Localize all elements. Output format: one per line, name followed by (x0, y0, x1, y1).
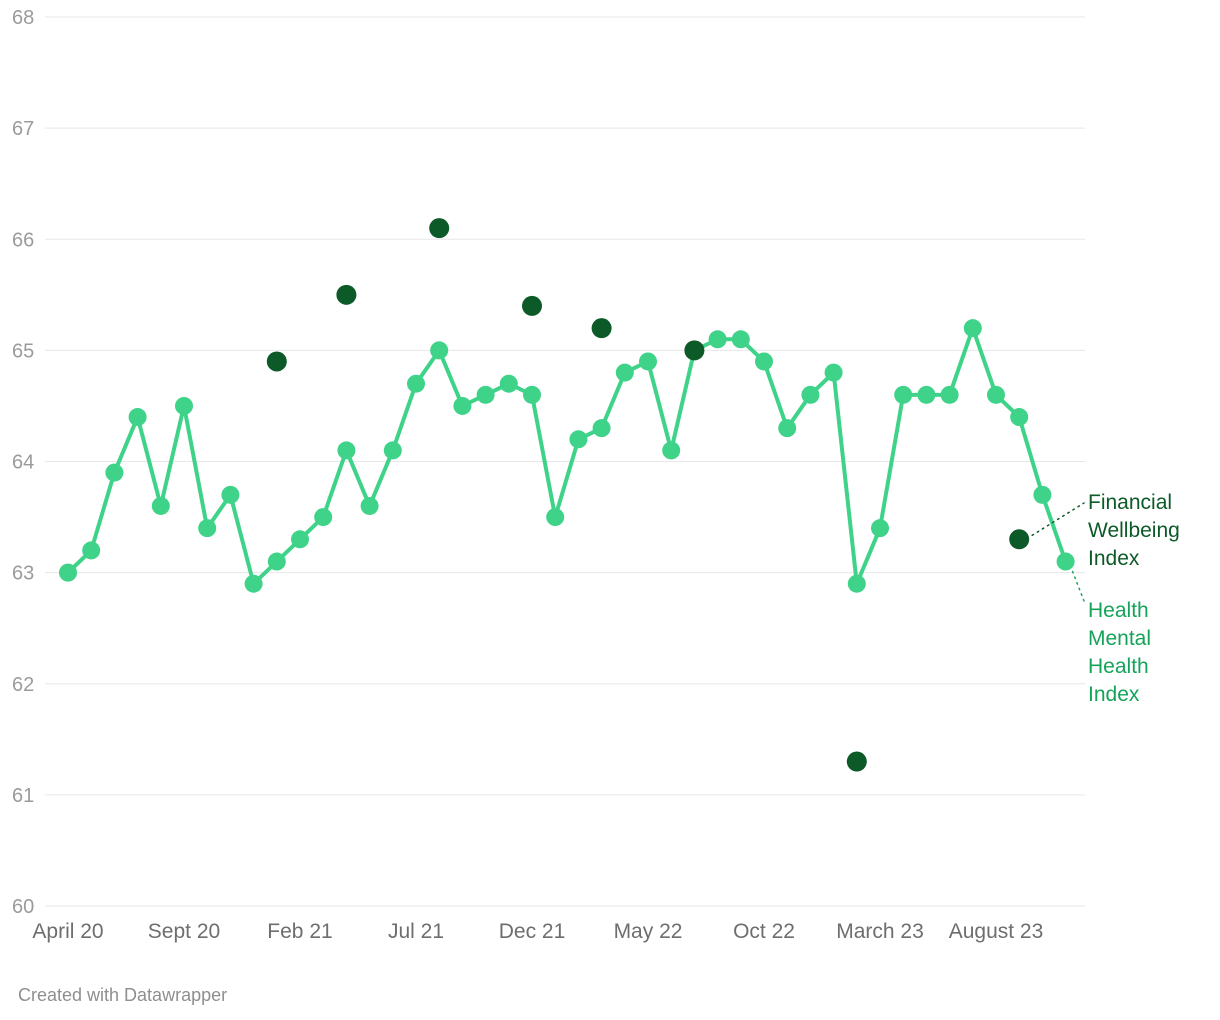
health-index-point[interactable] (1033, 485, 1052, 504)
financial-index-point[interactable] (522, 295, 542, 316)
health-index-point[interactable] (407, 374, 425, 393)
y-axis-tick-label: 64 (12, 452, 34, 474)
annotations: Financial Wellbeing Index Health Mental Healt… (1031, 491, 1180, 706)
health-index-point[interactable] (244, 574, 263, 593)
y-axis-tick-label: 61 (12, 785, 34, 807)
gridlines (45, 16, 1085, 907)
y-axis-tick-label: 65 (12, 340, 34, 362)
y-axis-tick-label: 66 (12, 229, 34, 251)
health-index-point[interactable] (1056, 552, 1075, 571)
x-axis-tick-label: Dec 21 (499, 920, 566, 943)
health-mental-health-index-label: Mental (1088, 627, 1151, 650)
financial-wellbeing-index-label: Financial (1088, 491, 1172, 514)
financial-index-point[interactable] (266, 351, 287, 372)
x-axis: April 20 Sept 20 Feb 21 Jul 21 Dec 21 May 22 O… (32, 920, 1043, 943)
x-axis-tick-label: Oct 22 (733, 920, 795, 943)
x-axis-tick-label: Feb 21 (267, 920, 332, 943)
health-index-point[interactable] (615, 363, 634, 382)
health-index-point[interactable] (523, 385, 541, 404)
financial-index-point[interactable] (846, 751, 867, 772)
health-index-point[interactable] (267, 552, 286, 571)
financial-index-point[interactable] (684, 340, 705, 361)
health-index-point[interactable] (82, 541, 101, 560)
health-index-point[interactable] (987, 385, 1005, 404)
health-index-point[interactable] (105, 463, 124, 482)
x-axis-tick-label: April 20 (32, 920, 103, 943)
health-index-point[interactable] (847, 574, 866, 593)
y-axis-tick-label: 67 (12, 118, 34, 140)
y-axis-tick-label: 63 (12, 563, 34, 585)
financial-index-point[interactable] (591, 318, 612, 339)
health-index-point[interactable] (221, 485, 240, 504)
health-mental-health-index-label-connector (1071, 570, 1085, 602)
attribution-text: Created with Datawrapper (18, 985, 228, 1005)
health-index-point[interactable] (453, 396, 472, 415)
health-index-point[interactable] (476, 385, 495, 404)
x-axis-tick-label: March 23 (836, 920, 924, 943)
health-index-point[interactable] (291, 530, 309, 549)
y-axis-tick-label: 60 (12, 896, 34, 918)
health-mental-health-index-label: Index (1088, 683, 1140, 706)
health-index-point[interactable] (639, 352, 657, 371)
health-index-point[interactable] (963, 319, 982, 338)
line-chart: 60 61 62 63 64 65 66 67 68 April 20 Sept 20 Feb 21 J… (12, 7, 1180, 943)
health-index-point[interactable] (175, 396, 193, 415)
health-index-point[interactable] (569, 430, 588, 449)
x-axis-tick-label: Jul 21 (388, 920, 444, 943)
financial-wellbeing-index-label-connector (1031, 502, 1085, 537)
series-health-mental-health-index (59, 319, 1075, 593)
health-mental-health-index-label: Health (1088, 599, 1149, 622)
financial-index-point[interactable] (1009, 529, 1030, 550)
financial-index-point[interactable] (429, 218, 450, 239)
health-index-point[interactable] (871, 519, 889, 538)
series-financial-wellbeing-index (266, 218, 1030, 772)
health-index-point[interactable] (824, 363, 843, 382)
health-index-point[interactable] (499, 374, 518, 393)
health-index-point[interactable] (360, 496, 379, 515)
x-axis-tick-label: May 22 (614, 920, 683, 943)
health-index-point[interactable] (731, 330, 750, 349)
health-index-point[interactable] (1010, 408, 1029, 427)
health-index-point[interactable] (755, 352, 773, 371)
health-index-point[interactable] (430, 341, 449, 360)
health-index-point[interactable] (546, 508, 565, 527)
health-index-point[interactable] (314, 508, 333, 527)
health-index-line (66, 326, 1068, 586)
health-index-point[interactable] (801, 385, 820, 404)
health-index-point[interactable] (198, 519, 217, 538)
financial-wellbeing-index-label: Wellbeing (1088, 519, 1180, 542)
health-index-point[interactable] (337, 441, 356, 460)
health-index-point[interactable] (151, 496, 170, 515)
health-mental-health-index-label: Health (1088, 655, 1149, 678)
health-index-point[interactable] (662, 441, 681, 460)
financial-wellbeing-index-label: Index (1088, 547, 1140, 570)
health-index-point[interactable] (708, 330, 727, 349)
x-axis-tick-label: August 23 (949, 920, 1044, 943)
health-index-point[interactable] (592, 419, 611, 438)
y-axis: 60 61 62 63 64 65 66 67 68 (12, 7, 34, 918)
x-axis-tick-label: Sept 20 (148, 920, 220, 943)
health-index-point[interactable] (917, 385, 936, 404)
y-axis-tick-label: 68 (12, 7, 34, 29)
health-index-point[interactable] (940, 385, 959, 404)
health-index-point[interactable] (383, 441, 402, 460)
health-index-point[interactable] (894, 385, 913, 404)
health-index-point[interactable] (128, 408, 147, 427)
financial-index-point[interactable] (336, 284, 357, 305)
health-index-point[interactable] (778, 419, 797, 438)
y-axis-tick-label: 62 (12, 674, 34, 696)
health-index-point[interactable] (59, 563, 77, 582)
